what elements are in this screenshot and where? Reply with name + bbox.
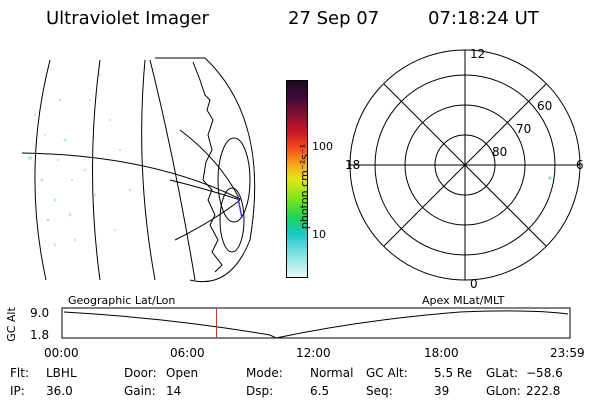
mlt-label-12: 12 (470, 48, 485, 61)
info-label-glon: GLon: (486, 384, 521, 398)
info-value-gain: 14 (166, 384, 182, 398)
info-value-gcalt: 5.5 Re (434, 366, 473, 380)
coastline (192, 61, 223, 273)
time-label: 07:18:24 UT (428, 8, 539, 29)
date-label: 27 Sep 07 (288, 8, 380, 29)
meridian-line (92, 59, 101, 281)
info-value-glat: −58.6 (526, 366, 563, 380)
xtick-1800: 18:00 (424, 346, 459, 360)
xtick-1200: 12:00 (296, 346, 331, 360)
spacecraft-footprint (237, 197, 243, 219)
info-value-dsp: 6.5 (310, 384, 330, 398)
meridian-line (34, 59, 51, 281)
timeline-ymin: 1.8 (30, 328, 50, 342)
meridian-line (141, 59, 156, 281)
apex-coords-title: Apex MLat/MLT (422, 294, 505, 307)
info-value-ip: 36.0 (46, 384, 73, 398)
info-label-gcalt: GC Alt: (366, 366, 408, 380)
auroral-oval-inner (219, 187, 245, 253)
timeline-ylabel: GC Alt (4, 307, 18, 342)
colorbar-tick-10: 10 (312, 228, 326, 241)
info-label-ip: IP: (10, 384, 25, 398)
polar-mlat-mlt-plot: 12 0 18 6 60 70 80 (345, 48, 584, 291)
geographic-map (21, 57, 256, 283)
instrument-title: Ultraviolet Imager (46, 8, 209, 29)
latitude-line (21, 152, 239, 199)
info-label-gain: Gain: (124, 384, 156, 398)
geographic-coords-title: Geographic Lat/Lon (68, 294, 176, 307)
altitude-timeline (61, 307, 571, 339)
auroral-oval (217, 137, 251, 223)
info-value-mode: Normal (310, 366, 354, 380)
info-label-flt: Flt: (10, 366, 29, 380)
colorbar-tick-100: 100 (312, 140, 333, 153)
info-label-door: Door: (124, 366, 157, 380)
info-label-mode: Mode: (246, 366, 283, 380)
altitude-curve (63, 310, 569, 339)
mlat-label-60: 60 (537, 99, 552, 113)
mlt-label-18: 18 (345, 158, 360, 172)
xtick-0600: 06:00 (170, 346, 205, 360)
xtick-0000: 00:00 (44, 346, 79, 360)
mlt-label-0: 0 (470, 277, 478, 291)
info-value-seq: 39 (434, 384, 450, 398)
mlat-label-70: 70 (516, 122, 531, 136)
colorbar-label: photon cm⁻²s⁻¹ (298, 143, 312, 230)
info-label-dsp: Dsp: (246, 384, 274, 398)
terminator-line (149, 59, 196, 281)
xtick-2359: 23:59 (550, 346, 585, 360)
info-value-flt: LBHL (46, 366, 77, 380)
info-value-door: Open (166, 366, 199, 380)
color-scale-bar (286, 80, 308, 278)
emission-dot (548, 176, 552, 180)
timeline-ymax: 9.0 (30, 306, 50, 320)
earth-limb (155, 57, 256, 283)
info-label-seq: Seq: (366, 384, 393, 398)
info-label-glat: GLat: (486, 366, 519, 380)
mlat-label-80: 80 (492, 145, 507, 159)
mlt-label-6: 6 (576, 158, 584, 172)
auroral-emission-dots (28, 73, 132, 247)
info-value-glon: 222.8 (526, 384, 561, 398)
